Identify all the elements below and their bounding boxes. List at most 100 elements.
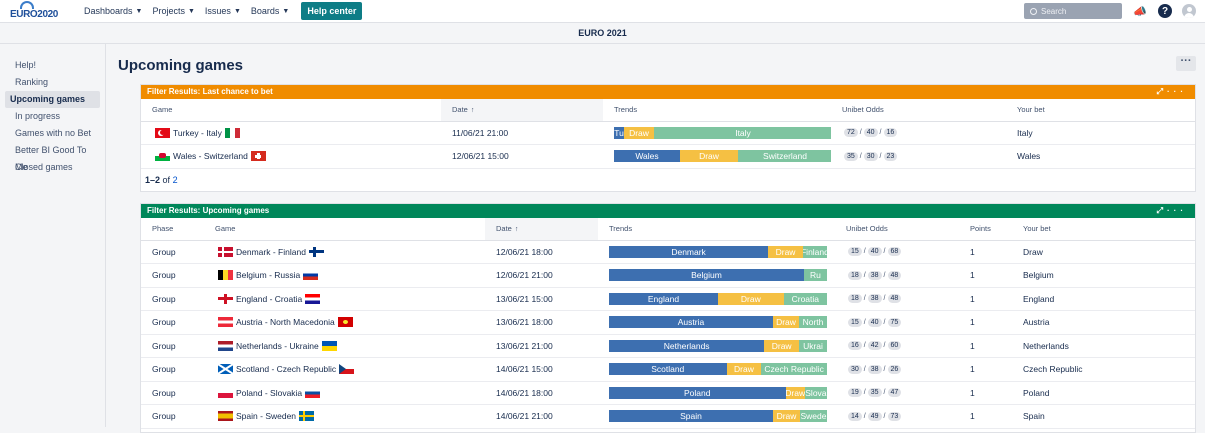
column-header-odds[interactable]: Unibet Odds bbox=[835, 218, 959, 241]
game-cell: Scotland - Czech Republic bbox=[215, 364, 485, 375]
column-header-odds[interactable]: Unibet Odds bbox=[831, 99, 1006, 122]
table-row[interactable]: Group Netherlands - Ukraine 13/06/21 21:00… bbox=[141, 334, 1195, 358]
home-team: Spain bbox=[236, 411, 258, 422]
game-label[interactable]: England - Croatia bbox=[236, 293, 303, 304]
flag-icon bbox=[321, 340, 337, 351]
game-label[interactable]: Austria - North Macedonia bbox=[236, 317, 335, 328]
game-label[interactable]: Denmark - Finland bbox=[236, 246, 306, 257]
game-cell: Denmark - Finland bbox=[215, 246, 485, 257]
game-label[interactable]: Spain - Sweden bbox=[236, 411, 297, 422]
table-row[interactable]: Wales - Switzerland 12/06/21 15:00 Wales Dr… bbox=[141, 144, 1195, 169]
nav-dashboards[interactable]: Dashboards ▼ bbox=[84, 6, 142, 16]
column-header-date[interactable]: Date ↑ bbox=[485, 218, 598, 241]
help-center-button[interactable]: Help center bbox=[301, 2, 363, 20]
game-label[interactable]: Turkey - Italy bbox=[173, 127, 222, 138]
sort-ascending-icon: ↑ bbox=[514, 226, 519, 234]
sidebar-item-upcoming-games[interactable]: Upcoming games bbox=[5, 91, 100, 108]
phase-cell: Group bbox=[141, 263, 204, 288]
flag-icon bbox=[305, 387, 321, 398]
flag-icon bbox=[218, 246, 233, 257]
column-header-phase[interactable]: Phase bbox=[141, 218, 204, 241]
more-options-button[interactable]: ··· bbox=[1176, 56, 1196, 71]
flag-icon bbox=[218, 387, 233, 398]
column-header-game[interactable]: Game bbox=[141, 99, 441, 122]
odds-draw: 35 bbox=[867, 388, 882, 398]
game-cell-td: England - Croatia bbox=[204, 287, 485, 311]
euro2020-logo[interactable]: EURO2020 bbox=[8, 0, 70, 23]
sidebar-item-help[interactable]: Help! bbox=[15, 60, 37, 70]
odds-away: 75 bbox=[887, 317, 902, 327]
your-bet-cell: England bbox=[1012, 287, 1195, 311]
date-cell: 11/06/21 21:00 bbox=[441, 121, 603, 145]
dashboard-title: EURO 2021 bbox=[0, 23, 1205, 44]
odds: 19/35/47 bbox=[846, 388, 959, 398]
expand-icon[interactable]: ⤢ bbox=[1156, 206, 1167, 215]
expand-icon[interactable]: ⤢ bbox=[1156, 87, 1167, 96]
trends-cell: Austria Draw North bbox=[598, 310, 835, 335]
sidebar-item-ranking[interactable]: Ranking bbox=[15, 77, 49, 87]
odds-home: 18 bbox=[848, 294, 862, 304]
more-icon[interactable]: ··· bbox=[1167, 87, 1187, 96]
sidebar-item-in-progress[interactable]: In progress bbox=[15, 111, 61, 121]
game-label[interactable]: Netherlands - Ukraine bbox=[236, 340, 319, 351]
table-row[interactable]: Group Poland - Slovakia 14/06/21 18:00 Pola… bbox=[141, 381, 1195, 405]
sidebar-item-better-bi[interactable]: Better BI Good To Me bbox=[15, 145, 87, 172]
column-header-points[interactable]: Points bbox=[959, 218, 1012, 241]
sidebar-item-games-with-no-bet[interactable]: Games with no Bet bbox=[15, 128, 92, 138]
trends-cell: Tu Draw Italy bbox=[603, 121, 831, 145]
more-icon[interactable]: ··· bbox=[1167, 206, 1187, 215]
odds-home: 72 bbox=[844, 128, 858, 138]
odds: 35/30/23 bbox=[842, 151, 1006, 161]
sidebar-item-closed-games[interactable]: Closed games bbox=[15, 162, 73, 172]
help-icon[interactable]: ? bbox=[1158, 4, 1172, 18]
home-team: Denmark bbox=[236, 246, 271, 257]
table-row[interactable]: Group Belgium - Russia 12/06/21 21:00 Belgi… bbox=[141, 263, 1195, 288]
trend-home: Netherlands bbox=[609, 339, 765, 352]
nav-projects-label: Projects bbox=[152, 6, 185, 16]
column-header-your-bet[interactable]: Your bet bbox=[1012, 218, 1195, 241]
home-team: Austria bbox=[236, 317, 263, 328]
column-header-trends[interactable]: Trends bbox=[598, 218, 835, 241]
nav-boards[interactable]: Boards ▼ bbox=[251, 6, 289, 16]
nav-issues[interactable]: Issues ▼ bbox=[205, 6, 241, 16]
table-row[interactable]: Group Spain - Sweden 14/06/21 21:00 Spain Dr… bbox=[141, 404, 1195, 429]
away-team: Ukraine bbox=[289, 340, 319, 351]
table-row[interactable]: Turkey - Italy 11/06/21 21:00 Tu Draw Italy 7… bbox=[141, 121, 1195, 145]
phase-cell: Group bbox=[141, 240, 204, 264]
game-label[interactable]: Scotland - Czech Republic bbox=[236, 364, 337, 375]
avatar[interactable] bbox=[1182, 4, 1196, 18]
game-label[interactable]: Wales - Switzerland bbox=[173, 151, 248, 162]
game-label[interactable]: Poland - Slovakia bbox=[236, 387, 303, 398]
game-cell: Wales - Switzerland bbox=[152, 151, 441, 162]
table-row[interactable]: Group Scotland - Czech Republic 14/06/21 1… bbox=[141, 357, 1195, 382]
game-cell-td: Belgium - Russia bbox=[204, 263, 485, 288]
odds-home: 19 bbox=[848, 388, 862, 398]
nav-projects[interactable]: Projects ▼ bbox=[152, 6, 194, 16]
flag-icon bbox=[339, 364, 355, 375]
flag-icon bbox=[218, 270, 233, 281]
table-row[interactable]: Group England - Croatia 13/06/21 15:00 Engl… bbox=[141, 287, 1195, 311]
search-input[interactable]: Search bbox=[1024, 3, 1122, 19]
odds: 14/49/73 bbox=[846, 411, 959, 421]
megaphone-icon[interactable]: 📣 bbox=[1133, 5, 1147, 18]
table-row[interactable]: Group Austria - North Macedonia 13/06/21 1… bbox=[141, 310, 1195, 335]
column-header-trends[interactable]: Trends bbox=[603, 99, 831, 122]
game-cell-td: Poland - Slovakia bbox=[204, 381, 485, 405]
panel-title: Filter Results: Upcoming games bbox=[147, 206, 270, 215]
trend-away: Croatia bbox=[783, 292, 827, 305]
trends-cell: Spain Draw Swede bbox=[598, 404, 835, 429]
chevron-down-icon: ▼ bbox=[135, 7, 143, 15]
odds-cell: 18/38/48 bbox=[835, 287, 959, 311]
game-label[interactable]: Belgium - Russia bbox=[236, 270, 301, 281]
pagination-total-link[interactable]: 2 bbox=[172, 174, 178, 185]
column-header-date[interactable]: Date ↑ bbox=[441, 99, 603, 122]
table-row[interactable]: Group Denmark - Finland 12/06/21 18:00 Denm… bbox=[141, 240, 1195, 264]
column-header-your-bet[interactable]: Your bet bbox=[1006, 99, 1195, 122]
points-cell: 1 bbox=[959, 287, 1012, 311]
odds: 30/38/26 bbox=[846, 364, 959, 374]
trend-home: Scotland bbox=[609, 363, 727, 376]
trend-home: Tu bbox=[614, 126, 624, 139]
trend-draw: Draw bbox=[718, 292, 784, 305]
trends-bar: Tu Draw Italy bbox=[614, 126, 831, 139]
column-header-game[interactable]: Game bbox=[204, 218, 485, 241]
